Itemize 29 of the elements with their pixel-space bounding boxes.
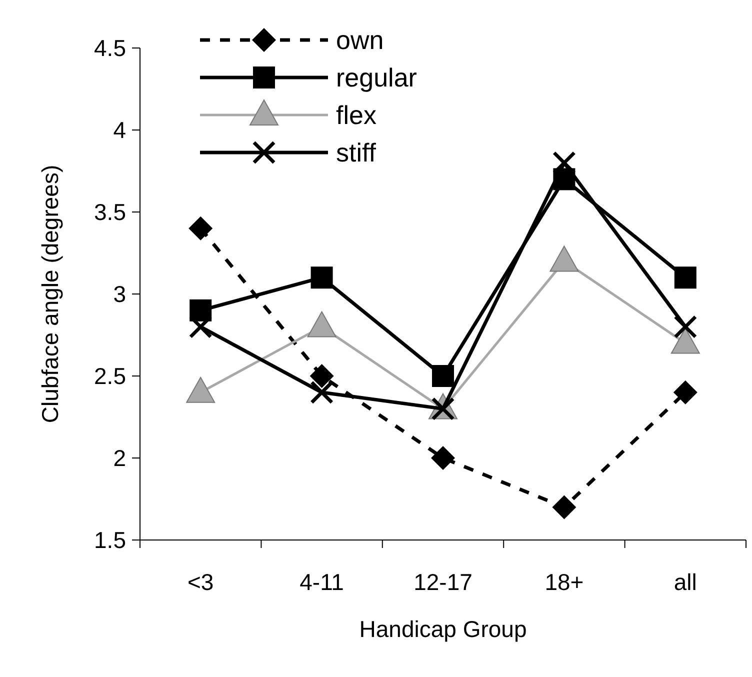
point <box>674 266 696 289</box>
legend-label: own <box>336 25 384 56</box>
point <box>310 364 334 388</box>
x-tick-label: 18+ <box>544 569 584 595</box>
legend-label: flex <box>336 100 376 130</box>
y-axis-title: Clubface angle (degrees) <box>37 164 63 424</box>
point <box>188 216 213 240</box>
point <box>674 315 698 339</box>
point <box>310 266 333 289</box>
y-tick-label: 2 <box>113 445 126 472</box>
legend-label: stiff <box>336 138 377 168</box>
point <box>432 365 454 387</box>
legend-label: regular <box>336 62 418 93</box>
point <box>310 380 334 404</box>
x-tick-label: 12-17 <box>414 569 472 595</box>
y-tick-label: 3.5 <box>94 199 126 226</box>
y-tick-label: 4.5 <box>94 35 126 62</box>
y-tick-label: 1.5 <box>94 527 126 554</box>
x-tick-label: 4-11 <box>300 569 344 595</box>
y-tick-label: 4 <box>113 117 126 144</box>
point <box>190 299 212 322</box>
x-tick-label: all <box>674 569 697 595</box>
x-axis-title: Handicap Group <box>359 616 527 642</box>
point <box>431 446 455 470</box>
point <box>552 495 576 520</box>
point <box>673 380 698 404</box>
x-tick-label: <3 <box>187 569 214 595</box>
y-tick-label: 3 <box>113 281 126 308</box>
y-tick-label: 2.5 <box>94 363 126 390</box>
